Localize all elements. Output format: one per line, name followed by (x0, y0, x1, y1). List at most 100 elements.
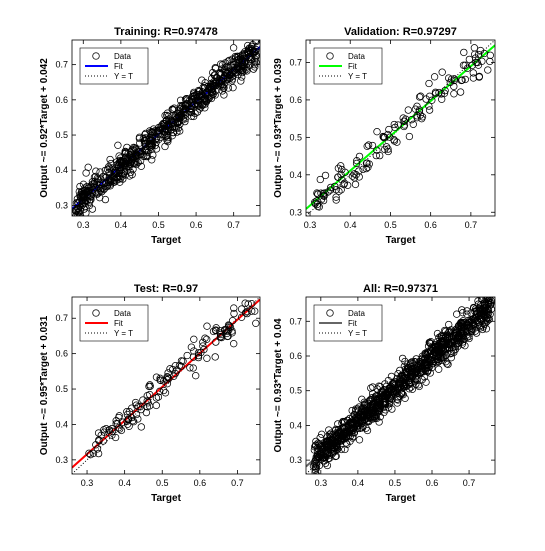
data-point (425, 338, 434, 347)
data-point (317, 189, 325, 197)
y-tick-label: 0.4 (55, 165, 68, 175)
data-point (324, 188, 332, 196)
data-point (238, 62, 246, 70)
data-point (400, 383, 409, 391)
data-point (438, 68, 446, 76)
data-point (251, 40, 260, 45)
x-tick-label: 0.5 (389, 478, 402, 488)
data-point (208, 74, 216, 83)
data-point (463, 310, 471, 318)
data-point (470, 315, 479, 323)
y-tick-label: 0.7 (289, 57, 302, 67)
data-point (385, 384, 393, 393)
x-tick-label: 0.4 (118, 478, 131, 488)
data-point (252, 319, 260, 327)
data-point (148, 140, 156, 148)
data-point (229, 84, 237, 92)
legend-entry: Y = T (348, 329, 367, 338)
data-point (80, 187, 88, 195)
data-point (416, 358, 424, 366)
data-point (327, 183, 335, 192)
data-point (228, 69, 236, 77)
data-point (376, 413, 384, 421)
data-point (425, 92, 434, 100)
data-point (425, 102, 433, 110)
data-point (400, 117, 409, 125)
data-point (363, 142, 371, 150)
data-point (359, 422, 367, 430)
data-point (393, 385, 401, 393)
data-point (409, 120, 417, 128)
data-point (233, 56, 242, 64)
legend-entry: Data (114, 309, 131, 318)
panel-validation: 0.3 0.4 0.5 0.6 0.7 0.3 0.4 0.5 0.6 0.7 Validation… (273, 26, 496, 246)
data-point (119, 175, 127, 183)
data-point (234, 53, 243, 61)
data-point (99, 437, 107, 445)
data-point (449, 343, 457, 352)
data-point (375, 405, 384, 414)
panel-title: Validation: R=0.97297 (344, 26, 457, 38)
data-point (311, 466, 319, 474)
data-point (316, 175, 324, 184)
data-point (142, 152, 150, 161)
data-point (193, 100, 202, 109)
data-point (189, 353, 198, 361)
data-point (193, 90, 202, 99)
legend-entry: Y = T (114, 72, 133, 81)
y-tick-label: 0.5 (55, 384, 68, 394)
data-point (116, 166, 124, 174)
data-point (244, 300, 252, 308)
data-point (456, 88, 465, 96)
data-point (81, 196, 90, 204)
data-point (383, 392, 391, 400)
data-point (481, 312, 489, 321)
data-point (361, 400, 369, 408)
data-point (172, 111, 180, 120)
data-point (367, 384, 375, 392)
x-tick-label: 0.3 (77, 220, 90, 230)
axes-frame (305, 296, 496, 475)
data-point (438, 354, 446, 362)
x-tick-label: 0.5 (384, 220, 397, 230)
x-axis-label: Target (386, 493, 416, 504)
data-point (106, 176, 114, 184)
data-point (233, 52, 242, 60)
y-tick-label: 0.4 (289, 170, 302, 180)
x-tick-label: 0.6 (426, 478, 439, 488)
data-point (116, 156, 124, 165)
x-tick-label: 0.4 (352, 478, 365, 488)
data-point (373, 395, 381, 404)
data-point (220, 91, 228, 99)
data-point (100, 428, 108, 436)
data-point (181, 115, 190, 123)
data-point (222, 326, 231, 334)
data-point (213, 74, 221, 82)
data-point (445, 320, 453, 329)
data-point (189, 364, 197, 372)
data-point (202, 97, 211, 106)
data-point (334, 420, 342, 428)
data-point (199, 338, 207, 346)
data-point (458, 340, 466, 348)
data-point (149, 151, 157, 159)
data-point (252, 40, 260, 46)
data-point (353, 157, 361, 165)
data-point (413, 114, 421, 122)
data-point (384, 147, 392, 156)
y-tick-label: 0.3 (289, 455, 302, 465)
data-point (440, 89, 449, 97)
data-point (124, 415, 132, 424)
data-point (95, 437, 103, 445)
x-tick-label: 0.6 (190, 220, 203, 230)
data-point (458, 320, 466, 328)
data-point (94, 429, 103, 437)
data-point (135, 133, 144, 141)
data-point (340, 435, 349, 443)
data-point (447, 328, 455, 336)
data-point (337, 186, 345, 194)
panel-title: All: R=0.97371 (363, 283, 438, 295)
data-point (480, 320, 489, 328)
data-point (391, 123, 399, 132)
data-point (335, 434, 343, 442)
